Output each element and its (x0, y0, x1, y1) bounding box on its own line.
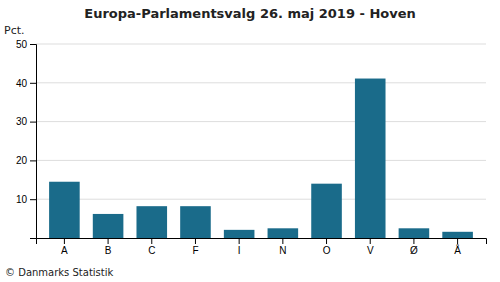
bar (355, 79, 386, 238)
x-tick-mark (195, 238, 196, 244)
x-tick: A (61, 238, 68, 256)
x-axis: ABCFINOVØÅ (37, 238, 487, 256)
bar (180, 206, 211, 238)
x-tick: F (192, 238, 198, 256)
title: Europa-Parlamentsvalg 26. maj 2019 - Hov… (84, 6, 416, 21)
bar (224, 230, 255, 238)
y-tick-mark (30, 160, 36, 161)
y-tick-label: 30 (16, 116, 28, 127)
grid-line (36, 121, 486, 122)
x-tick-label: Å (454, 244, 461, 256)
bar (268, 228, 299, 238)
x-tick: Å (454, 238, 461, 256)
x-tick-label: V (367, 245, 374, 256)
y-tick: 50 (16, 39, 36, 50)
grid-line (36, 44, 486, 45)
y-tick-mark (30, 199, 36, 200)
x-tick: N (279, 238, 286, 256)
x-tick-label: A (61, 245, 68, 256)
x-tick: B (105, 238, 112, 256)
bar (49, 182, 80, 238)
y-tick-label: 40 (16, 78, 28, 89)
x-tick-label: N (279, 245, 286, 256)
x-tick-mark (151, 238, 152, 244)
x-tick-mark (239, 238, 240, 244)
y-tick-label: 20 (16, 155, 28, 166)
y-axis-line (30, 45, 37, 239)
x-tick-label: Ø (410, 245, 418, 256)
bar (311, 184, 342, 238)
y-tick-mark (30, 122, 36, 123)
y-tick-label: 10 (16, 194, 28, 205)
x-tick-label: C (148, 245, 155, 256)
grid-line (36, 199, 486, 200)
y-tick: 40 (16, 78, 36, 89)
footer: © Danmarks Statistik (5, 267, 114, 278)
y-tick: 30 (16, 116, 36, 127)
x-tick: C (148, 238, 155, 256)
grid (36, 44, 486, 199)
x-tick-label: I (238, 245, 241, 256)
x-tick: I (238, 238, 241, 256)
x-tick-label: F (192, 245, 198, 256)
x-tick-label: O (323, 245, 331, 256)
x-tick-mark (108, 238, 109, 244)
bar (442, 232, 473, 238)
bar (136, 206, 167, 238)
x-tick-mark (457, 238, 458, 244)
grid-line (36, 82, 486, 83)
x-tick-label: B (105, 245, 112, 256)
bar (399, 228, 430, 238)
chart: Europa-Parlamentsvalg 26. maj 2019 - Hov… (0, 0, 500, 282)
x-axis-line (37, 239, 487, 245)
bar (93, 214, 124, 238)
x-tick: V (367, 238, 374, 256)
plot: 10 20 30 40 50 A B C F I N O V Ø Å (16, 39, 487, 256)
grid-line (36, 160, 486, 161)
x-tick-mark (282, 238, 283, 244)
x-tick-mark (413, 238, 414, 244)
bars (49, 79, 473, 238)
y-axis: 10 20 30 40 50 (16, 39, 37, 239)
x-tick-mark (64, 238, 65, 244)
y-tick-mark (30, 83, 36, 84)
y-tick: 20 (16, 155, 36, 166)
y-tick: 10 (16, 194, 36, 205)
x-tick-mark (370, 238, 371, 244)
y-tick-label: 50 (16, 39, 28, 50)
y-tick-mark (30, 44, 36, 45)
x-tick-mark (326, 238, 327, 244)
y-label: Pct. (4, 24, 25, 37)
x-tick: O (323, 238, 331, 256)
x-tick: Ø (410, 238, 418, 256)
